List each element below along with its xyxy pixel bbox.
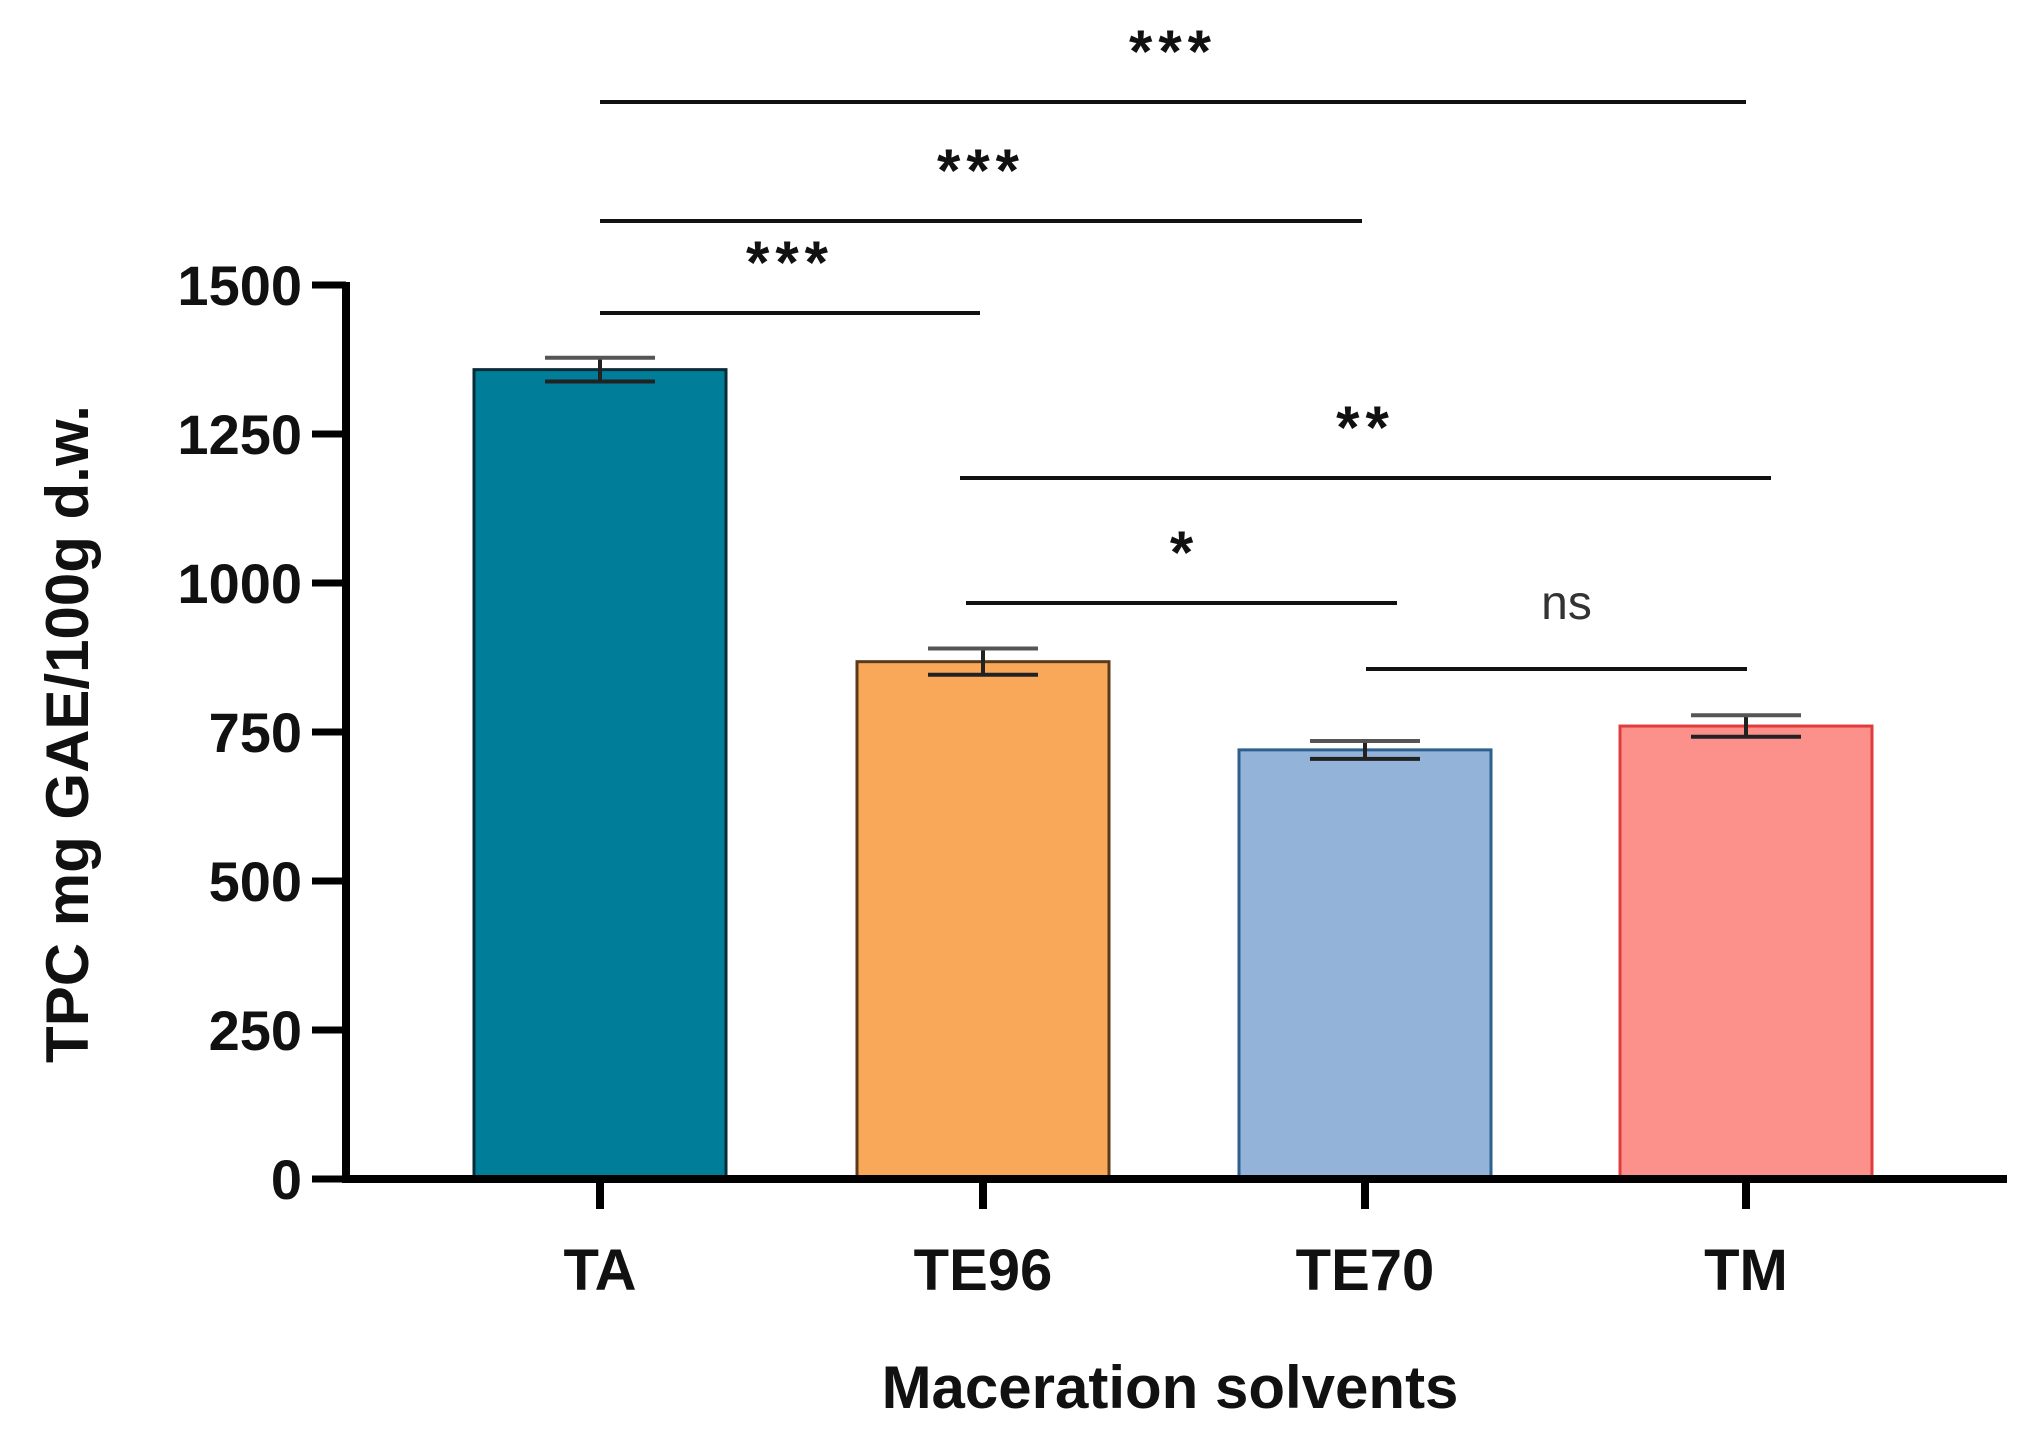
y-tick-label: 1500 <box>177 254 302 317</box>
x-tick-label: TM <box>1704 1238 1788 1303</box>
significance-label: ns <box>1541 577 1592 630</box>
significance-label: ** <box>1336 394 1395 461</box>
y-tick-label: 1000 <box>177 552 302 615</box>
y-axis-label: TPC mg GAE/100g d.w. <box>34 405 101 1063</box>
x-axis-label: Maceration solvents <box>882 1354 1459 1421</box>
significance-label: *** <box>937 137 1025 204</box>
bar-TE96 <box>855 660 1111 1181</box>
y-tick-label: 500 <box>209 850 302 913</box>
y-tick-label: 0 <box>271 1148 302 1211</box>
bar-TE70 <box>1237 748 1493 1181</box>
y-tick-label: 750 <box>209 701 302 764</box>
bar-TM <box>1618 724 1874 1181</box>
significance-label: *** <box>1129 18 1217 85</box>
significance-label: *** <box>746 229 834 296</box>
x-tick-label: TE96 <box>914 1238 1053 1303</box>
significance-label: * <box>1170 519 1199 586</box>
y-tick-label: 1250 <box>177 403 302 466</box>
y-tick-label: 250 <box>209 999 302 1062</box>
x-tick-label: TE70 <box>1296 1238 1435 1303</box>
bar-TA <box>472 368 728 1181</box>
x-tick-label: TA <box>563 1238 636 1303</box>
